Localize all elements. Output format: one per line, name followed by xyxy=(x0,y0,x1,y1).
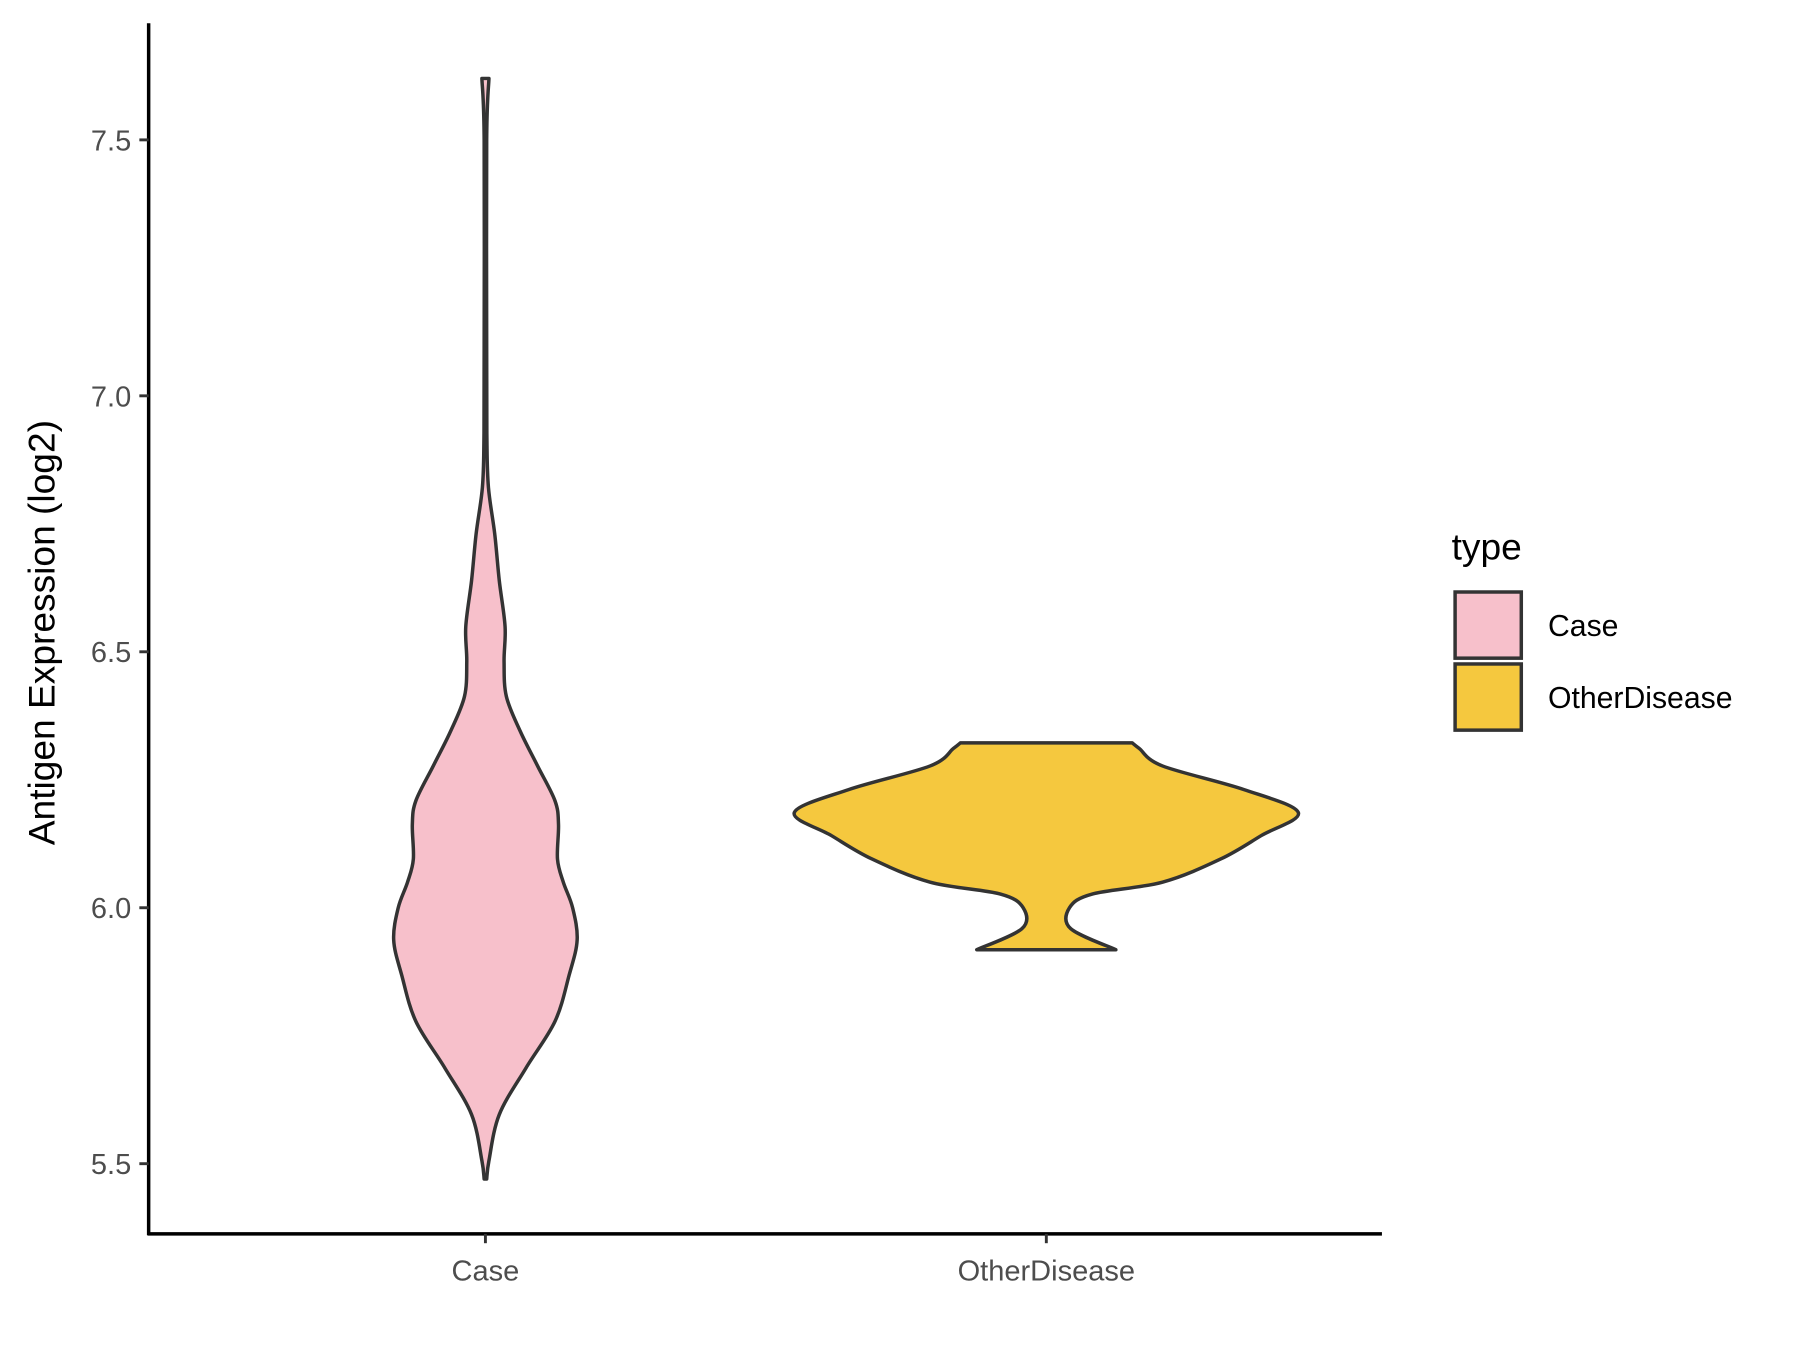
y-ticks: 5.5 6.0 6.5 7.0 7.5 xyxy=(91,125,149,1181)
x-ticks: Case OtherDisease xyxy=(452,1233,1135,1287)
y-axis-title: Antigen Expression (log2) xyxy=(21,420,63,845)
y-tick-label: 5.5 xyxy=(91,1149,131,1181)
legend-title: type xyxy=(1452,526,1522,568)
legend-label: Case xyxy=(1548,610,1618,643)
legend-key-case xyxy=(1453,590,1524,660)
x-tick-label: Case xyxy=(452,1255,520,1287)
violin-case xyxy=(391,76,579,1181)
violin-otherdisease xyxy=(792,741,1301,952)
violins xyxy=(391,76,1301,1181)
legend-label: OtherDisease xyxy=(1548,682,1733,715)
y-tick-label: 6.5 xyxy=(91,637,131,669)
legend-key-otherdisease xyxy=(1453,662,1524,732)
x-tick-label: OtherDisease xyxy=(958,1255,1135,1287)
y-tick-label: 7.5 xyxy=(91,125,131,157)
legend: type Case OtherDisease xyxy=(1452,526,1733,732)
y-tick-label: 6.0 xyxy=(91,893,131,925)
y-tick-label: 7.0 xyxy=(91,381,131,413)
